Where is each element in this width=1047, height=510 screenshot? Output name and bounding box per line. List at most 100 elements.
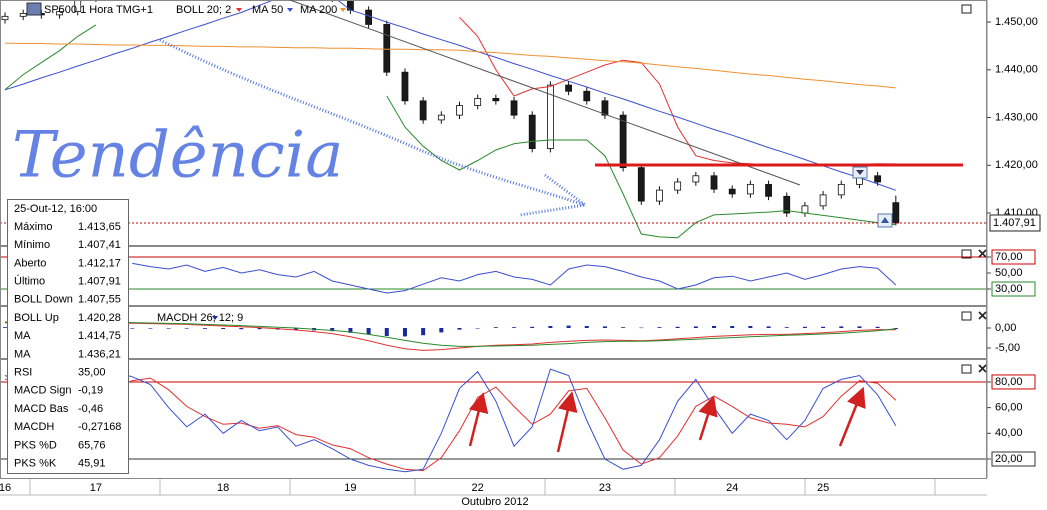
- info-value: 1.412,17: [78, 257, 121, 269]
- symbol-label[interactable]: SP500 1 Hora TMG+1: [44, 4, 153, 16]
- info-value: 1.407,41: [78, 239, 121, 251]
- candle-body: [710, 175, 718, 190]
- candle-body: [74, 1, 82, 12]
- candle-body: [801, 205, 809, 214]
- indicator-line: [4, 320, 896, 351]
- info-label: MACD Sign: [14, 385, 71, 397]
- info-label: BOLL Up: [14, 312, 59, 324]
- stoch-plot: [1, 368, 986, 473]
- info-label: Último: [14, 275, 45, 288]
- maximize-button[interactable]: [961, 249, 972, 259]
- info-value: 1.413,65: [78, 221, 121, 233]
- trend-line: [289, 0, 801, 186]
- maximize-button[interactable]: [961, 4, 972, 14]
- histogram-bar: [166, 328, 171, 329]
- candle-body: [601, 100, 609, 116]
- candle-body: [456, 105, 463, 116]
- histogram-bar: [457, 328, 462, 330]
- candle-body: [819, 194, 827, 207]
- info-label: Máximo: [14, 221, 53, 233]
- histogram-bar: [639, 327, 644, 329]
- histogram-bar: [348, 328, 353, 333]
- y-tick-label: 40,00: [995, 427, 1023, 439]
- candle-body: [765, 183, 772, 197]
- tick-label-box: [991, 451, 1036, 467]
- dropdown[interactable]: [340, 8, 346, 12]
- close-button[interactable]: [978, 249, 987, 258]
- y-tick-label: 1.440,00: [995, 64, 1038, 76]
- candle-body: [19, 13, 27, 17]
- macd-title[interactable]: MACDH 26; 12; 9: [157, 312, 243, 324]
- candle-body: [746, 183, 754, 195]
- histogram-bar: [530, 326, 535, 328]
- panel-buttons: [961, 4, 987, 374]
- maximize-button[interactable]: [961, 311, 972, 321]
- info-value: 1.420,28: [78, 312, 121, 324]
- legend-ma200[interactable]: MA 200: [300, 4, 337, 16]
- candle-body: [892, 202, 900, 224]
- y-tick-label: 30,00: [995, 283, 1023, 295]
- legend-ma50[interactable]: MA 50: [252, 4, 283, 16]
- info-label: BOLL Down: [14, 294, 73, 306]
- alert-markers: [852, 166, 893, 228]
- ma-line: [4, 42, 896, 89]
- stoch-arrows: [468, 386, 866, 453]
- histogram-bar: [712, 326, 717, 328]
- info-label: MACDH: [14, 421, 54, 433]
- histogram-bar: [875, 326, 880, 328]
- trend-arrow: [159, 38, 586, 207]
- candle-body: [565, 84, 572, 92]
- maximize-button[interactable]: [961, 364, 972, 374]
- candle-body: [1, 15, 9, 21]
- indicator-line: [132, 262, 897, 294]
- info-label: PKS %D: [14, 439, 57, 451]
- candle-body: [492, 98, 500, 102]
- histogram-bar: [693, 326, 698, 328]
- tick-label-box: [991, 374, 1036, 390]
- last-price-label: 1.407,91: [993, 217, 1036, 229]
- info-value: 1.407,55: [78, 294, 121, 306]
- histogram-bar: [184, 328, 189, 329]
- info-box-frame: [7, 199, 129, 474]
- indicator-line: [4, 377, 897, 472]
- histogram-bar: [784, 327, 789, 328]
- candle-body: [419, 100, 427, 121]
- y-tick-label: 20,00: [995, 453, 1023, 465]
- symbol-icon[interactable]: [26, 2, 42, 16]
- histogram-bar: [566, 325, 571, 328]
- candle-body: [783, 195, 791, 214]
- x-tick-label: 16: [0, 482, 11, 494]
- info-value: 35,00: [78, 367, 106, 379]
- histogram-bar: [493, 327, 498, 328]
- candle-body: [637, 167, 645, 202]
- y-tick-label: 0,00: [995, 322, 1016, 334]
- histogram-bar: [821, 326, 826, 328]
- legend-boll[interactable]: BOLL 20; 2: [176, 4, 231, 16]
- info-label: MA: [14, 330, 31, 342]
- close-button[interactable]: [978, 364, 987, 373]
- y-tick-label: 70,00: [995, 251, 1023, 263]
- histogram-bar: [239, 328, 244, 330]
- info-value: -0,19: [78, 385, 103, 397]
- x-tick-label: 24: [726, 482, 738, 494]
- candle-body: [674, 181, 682, 191]
- info-label: MA: [14, 348, 31, 360]
- info-value: 1.407,91: [78, 276, 121, 288]
- candle-body: [56, 11, 63, 16]
- histogram-bar: [748, 326, 753, 328]
- histogram-bar: [512, 327, 517, 328]
- info-value: 65,76: [78, 439, 106, 451]
- histogram-bar: [602, 326, 607, 328]
- info-date: 25-Out-12, 16:00: [14, 203, 97, 215]
- candle-body: [692, 175, 700, 183]
- x-tick-label: 18: [217, 482, 229, 494]
- dropdown[interactable]: [287, 8, 293, 12]
- histogram-bar: [893, 328, 898, 330]
- dropdown[interactable]: [212, 316, 218, 320]
- y-tick-label: 1.430,00: [995, 111, 1038, 123]
- close-button[interactable]: [978, 311, 987, 320]
- dropdown[interactable]: [236, 8, 242, 12]
- info-value: -0,46: [78, 403, 103, 415]
